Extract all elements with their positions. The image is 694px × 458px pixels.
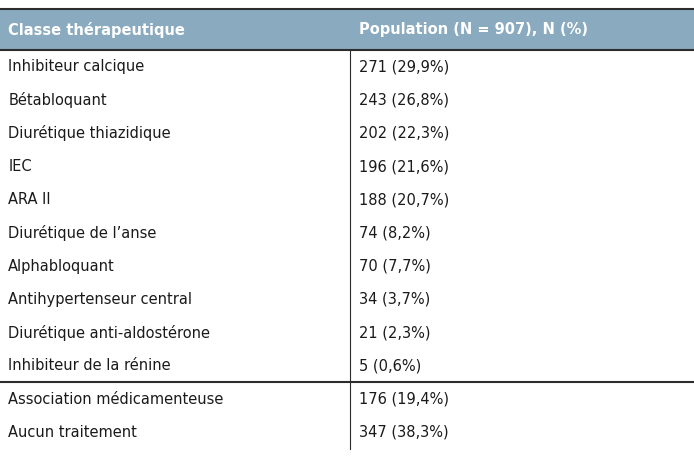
Text: 70 (7,7%): 70 (7,7%) [359,259,431,274]
Text: Diurétique de l’anse: Diurétique de l’anse [8,225,157,241]
Text: Classe thérapeutique: Classe thérapeutique [8,22,185,38]
Text: 188 (20,7%): 188 (20,7%) [359,192,449,207]
Text: Aucun traitement: Aucun traitement [8,425,137,440]
Text: 5 (0,6%): 5 (0,6%) [359,358,421,373]
Text: Association médicamenteuse: Association médicamenteuse [8,392,223,407]
Text: ARA II: ARA II [8,192,51,207]
Text: Population (N = 907), N (%): Population (N = 907), N (%) [359,22,588,37]
Text: 347 (38,3%): 347 (38,3%) [359,425,448,440]
Text: Inhibiteur calcique: Inhibiteur calcique [8,60,144,75]
Text: Bétabloquant: Bétabloquant [8,92,107,108]
Bar [0,9,694,50]
Text: 34 (3,7%): 34 (3,7%) [359,292,430,307]
Text: 243 (26,8%): 243 (26,8%) [359,93,449,108]
Text: Alphabloquant: Alphabloquant [8,259,115,274]
Text: 176 (19,4%): 176 (19,4%) [359,392,449,407]
Text: 74 (8,2%): 74 (8,2%) [359,225,430,240]
Text: Diurétique anti-aldostérone: Diurétique anti-aldostérone [8,325,210,341]
Text: 21 (2,3%): 21 (2,3%) [359,325,430,340]
Text: Antihypertenseur central: Antihypertenseur central [8,292,192,307]
Text: 202 (22,3%): 202 (22,3%) [359,126,449,141]
Text: Inhibiteur de la rénine: Inhibiteur de la rénine [8,358,171,373]
Text: IEC: IEC [8,159,32,174]
Text: 271 (29,9%): 271 (29,9%) [359,60,449,75]
Text: Diurétique thiazidique: Diurétique thiazidique [8,125,171,142]
Text: 196 (21,6%): 196 (21,6%) [359,159,449,174]
